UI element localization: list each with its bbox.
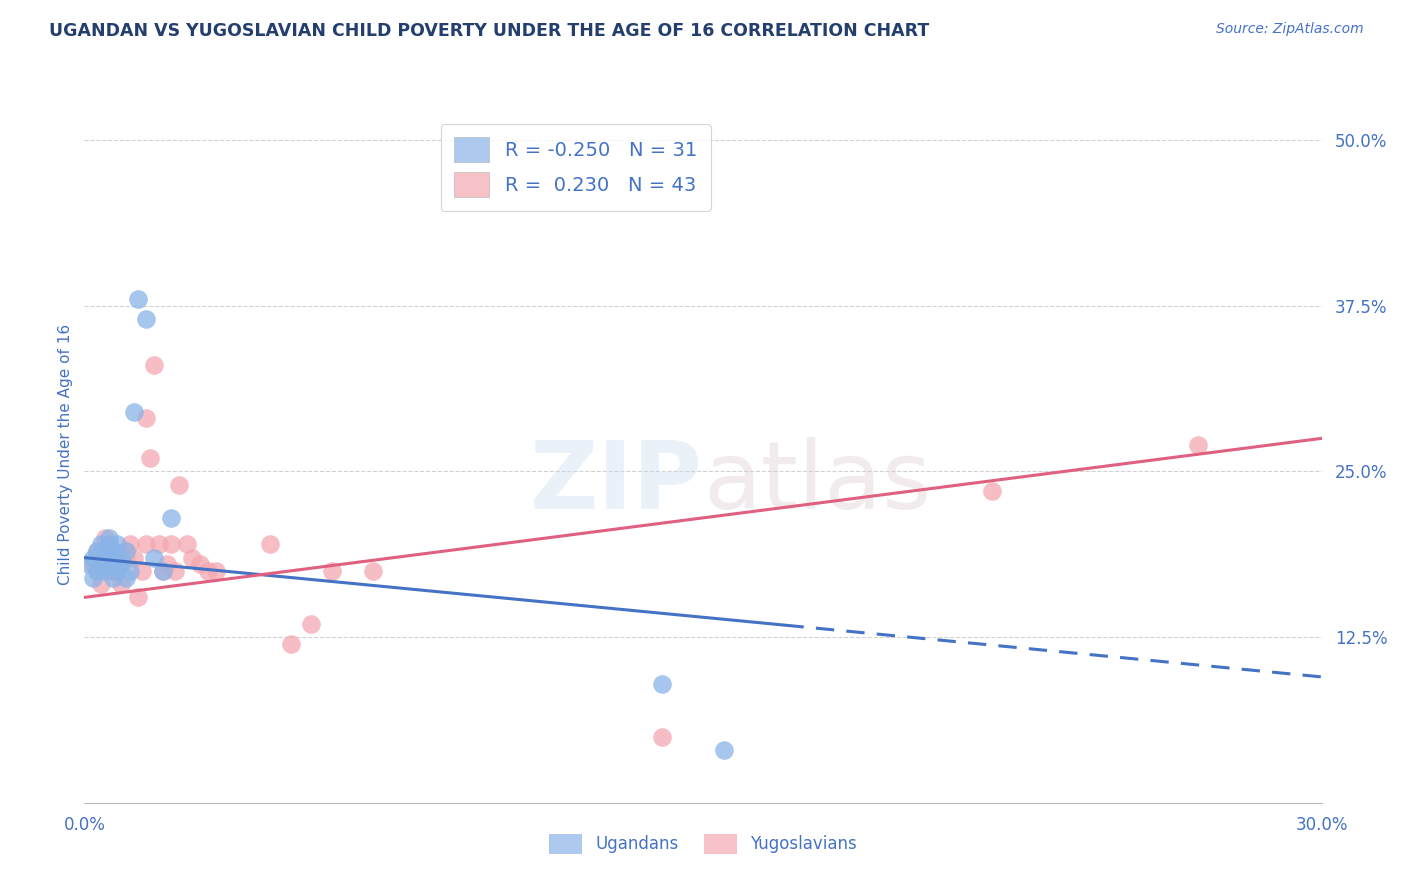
Point [86,564,108,578]
Text: ZIP: ZIP [530,437,703,529]
Point [160,537,183,551]
Point [110,558,132,572]
Point [114,544,136,558]
Text: Source: ZipAtlas.com: Source: ZipAtlas.com [1216,22,1364,37]
Point [122,550,145,565]
Point [1187,438,1209,452]
Point [118,537,141,551]
Point [131,564,153,578]
Point [103,558,125,572]
Point [205,564,228,578]
Point [321,564,343,578]
Point [139,451,162,466]
Text: UGANDAN VS YUGOSLAVIAN CHILD POVERTY UNDER THE AGE OF 16 CORRELATION CHART: UGANDAN VS YUGOSLAVIAN CHILD POVERTY UND… [49,22,929,40]
Point [105,537,128,551]
Point [127,591,149,605]
Point [94,544,117,558]
Point [82,550,104,565]
Point [105,564,128,578]
Point [86,544,108,558]
Point [176,537,198,551]
Point [86,544,108,558]
Point [110,550,132,565]
Point [90,537,112,551]
Point [94,531,117,545]
Point [98,550,121,565]
Point [167,477,190,491]
Point [713,743,735,757]
Point [156,558,179,572]
Point [103,564,125,578]
Point [118,564,141,578]
Point [98,531,121,545]
Point [152,564,174,578]
Point [98,537,121,551]
Point [361,564,384,578]
Point [299,616,322,631]
Point [110,577,132,591]
Y-axis label: Child Poverty Under the Age of 16: Child Poverty Under the Age of 16 [58,325,73,585]
Point [259,537,281,551]
Point [122,405,145,419]
Point [103,564,125,578]
Point [77,558,100,572]
Point [197,564,219,578]
Point [651,676,673,690]
Point [980,484,1002,499]
Point [143,550,166,565]
Point [114,550,136,565]
Point [188,558,211,572]
Point [180,550,202,565]
Point [135,312,157,326]
Text: atlas: atlas [703,437,931,529]
Point [160,511,183,525]
Point [152,564,174,578]
Legend: Ugandans, Yugoslavians: Ugandans, Yugoslavians [543,827,863,861]
Point [94,564,117,578]
Point [105,550,128,565]
Point [98,550,121,565]
Point [103,570,125,584]
Point [127,292,149,306]
Point [90,577,112,591]
Point [103,544,125,558]
Point [651,730,673,744]
Point [135,537,157,551]
Point [143,359,166,373]
Point [105,564,128,578]
Point [90,558,112,572]
Point [135,411,157,425]
Point [105,550,128,565]
Point [82,558,104,572]
Point [148,537,170,551]
Point [103,544,125,558]
Point [110,558,132,572]
Point [98,537,121,551]
Point [114,570,136,584]
Point [114,544,136,558]
Point [280,637,302,651]
Point [82,570,104,584]
Point [86,564,108,578]
Point [165,564,187,578]
